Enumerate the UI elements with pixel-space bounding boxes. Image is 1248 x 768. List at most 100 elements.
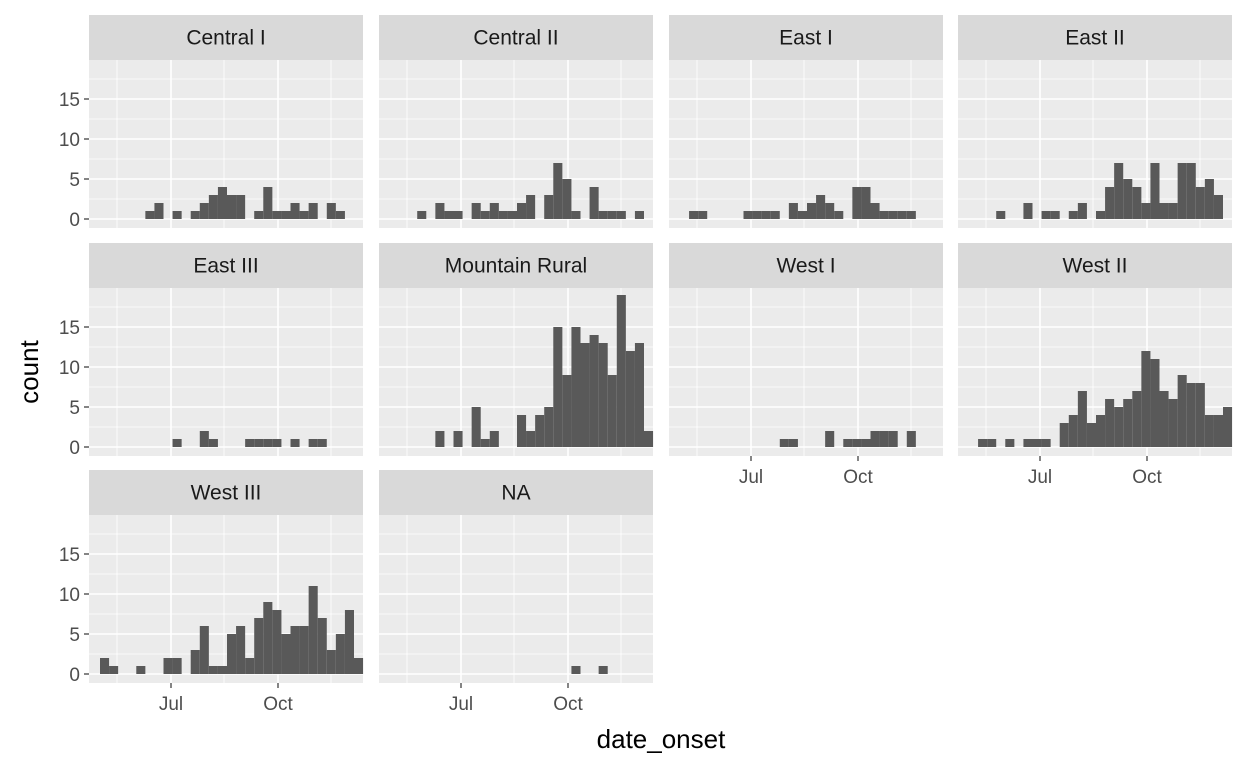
- histogram-bar: [752, 211, 762, 219]
- histogram-bar: [825, 203, 835, 219]
- histogram-bar: [480, 211, 490, 219]
- histogram-bar: [172, 439, 182, 447]
- histogram-bar: [825, 431, 835, 447]
- histogram-bar: [145, 211, 155, 219]
- facet-strip-na: [379, 470, 653, 515]
- x-axis-title: date_onset: [597, 724, 726, 754]
- histogram-bar: [1150, 163, 1160, 219]
- histogram-bar: [834, 211, 844, 219]
- histogram-bar: [281, 634, 291, 674]
- histogram-bar: [417, 211, 427, 219]
- histogram-bar: [906, 431, 916, 447]
- histogram-bar: [987, 439, 997, 447]
- histogram-bar: [1177, 375, 1187, 447]
- panel-background-east-iii: [89, 288, 363, 456]
- histogram-bar: [788, 203, 798, 219]
- facet-strip-mountain-rural: [379, 243, 653, 288]
- histogram-bar: [507, 211, 517, 219]
- histogram-bar: [689, 211, 699, 219]
- histogram-bar: [1123, 399, 1133, 447]
- histogram-bar: [254, 618, 264, 674]
- histogram-bar: [290, 626, 300, 674]
- facet-strip-west-iii: [89, 470, 363, 515]
- histogram-bar: [245, 658, 255, 674]
- histogram-bar: [1195, 383, 1205, 447]
- histogram-bar: [480, 439, 490, 447]
- histogram-bar: [190, 650, 200, 674]
- histogram-bar: [589, 187, 599, 219]
- histogram-bar: [879, 431, 889, 447]
- histogram-bar: [1086, 423, 1096, 447]
- histogram-bar: [308, 203, 318, 219]
- histogram-bar: [888, 431, 898, 447]
- histogram-bar: [906, 211, 916, 219]
- histogram-bar: [444, 211, 454, 219]
- histogram-bar: [263, 187, 273, 219]
- histogram-bar: [1159, 203, 1169, 219]
- histogram-bar: [1050, 211, 1060, 219]
- facet-strip-east-ii: [958, 15, 1232, 60]
- y-tick-label: 15: [59, 90, 80, 111]
- histogram-bar: [861, 187, 871, 219]
- histogram-bar: [217, 187, 227, 219]
- histogram-bar: [625, 351, 635, 447]
- facet-strip-west-i: [669, 243, 943, 288]
- histogram-bar: [553, 163, 563, 219]
- y-tick-label: 15: [59, 545, 80, 566]
- facet-title-east-iii: East III: [193, 255, 258, 278]
- histogram-bar: [553, 327, 563, 447]
- histogram-bar: [109, 666, 119, 674]
- facet-title-na: NA: [501, 482, 530, 505]
- histogram-bar: [299, 211, 309, 219]
- histogram-bar: [1032, 439, 1042, 447]
- facet-title-central-i: Central I: [186, 27, 265, 50]
- histogram-bar: [317, 618, 327, 674]
- histogram-bar: [1213, 415, 1223, 447]
- histogram-bar: [453, 211, 463, 219]
- histogram-bar: [978, 439, 988, 447]
- histogram-bar: [562, 375, 572, 447]
- histogram-bar: [1077, 391, 1087, 447]
- histogram-bar: [1223, 407, 1233, 447]
- histogram-bar: [598, 666, 608, 674]
- histogram-bar: [1005, 439, 1015, 447]
- histogram-bar: [870, 203, 880, 219]
- histogram-bar: [816, 195, 826, 219]
- histogram-bar: [208, 195, 218, 219]
- histogram-bar: [199, 431, 209, 447]
- histogram-bar: [1168, 399, 1178, 447]
- histogram-bar: [227, 634, 237, 674]
- histogram-bar: [272, 610, 282, 674]
- histogram-bar: [607, 211, 617, 219]
- histogram-bar: [263, 602, 273, 674]
- histogram-bar: [453, 431, 463, 447]
- histogram-bar: [644, 431, 654, 447]
- histogram-bar: [1077, 203, 1087, 219]
- histogram-bar: [698, 211, 708, 219]
- facet-title-east-i: East I: [779, 27, 833, 50]
- facet-strip-central-i: [89, 15, 363, 60]
- x-tick-label: Oct: [553, 694, 583, 715]
- histogram-bar: [299, 626, 309, 674]
- histogram-bar: [870, 431, 880, 447]
- x-tick-label: Jul: [1028, 467, 1052, 488]
- histogram-bar: [326, 650, 336, 674]
- histogram-bar: [580, 343, 590, 447]
- histogram-bar: [1204, 179, 1214, 219]
- histogram-bar: [354, 658, 364, 674]
- facet-title-west-i: West I: [776, 255, 835, 278]
- histogram-bar: [1105, 187, 1115, 219]
- histogram-bar: [1141, 351, 1151, 447]
- panel-background-central-ii: [379, 60, 653, 228]
- y-tick-label: 0: [69, 438, 80, 459]
- facet-strip-east-i: [669, 15, 943, 60]
- histogram-bar: [335, 634, 345, 674]
- histogram-bar: [344, 610, 354, 674]
- histogram-bar: [779, 439, 789, 447]
- histogram-bar: [471, 203, 481, 219]
- histogram-bar: [290, 439, 300, 447]
- y-tick-label: 10: [59, 585, 80, 606]
- histogram-bar: [852, 187, 862, 219]
- panel-background-west-i: [669, 288, 943, 456]
